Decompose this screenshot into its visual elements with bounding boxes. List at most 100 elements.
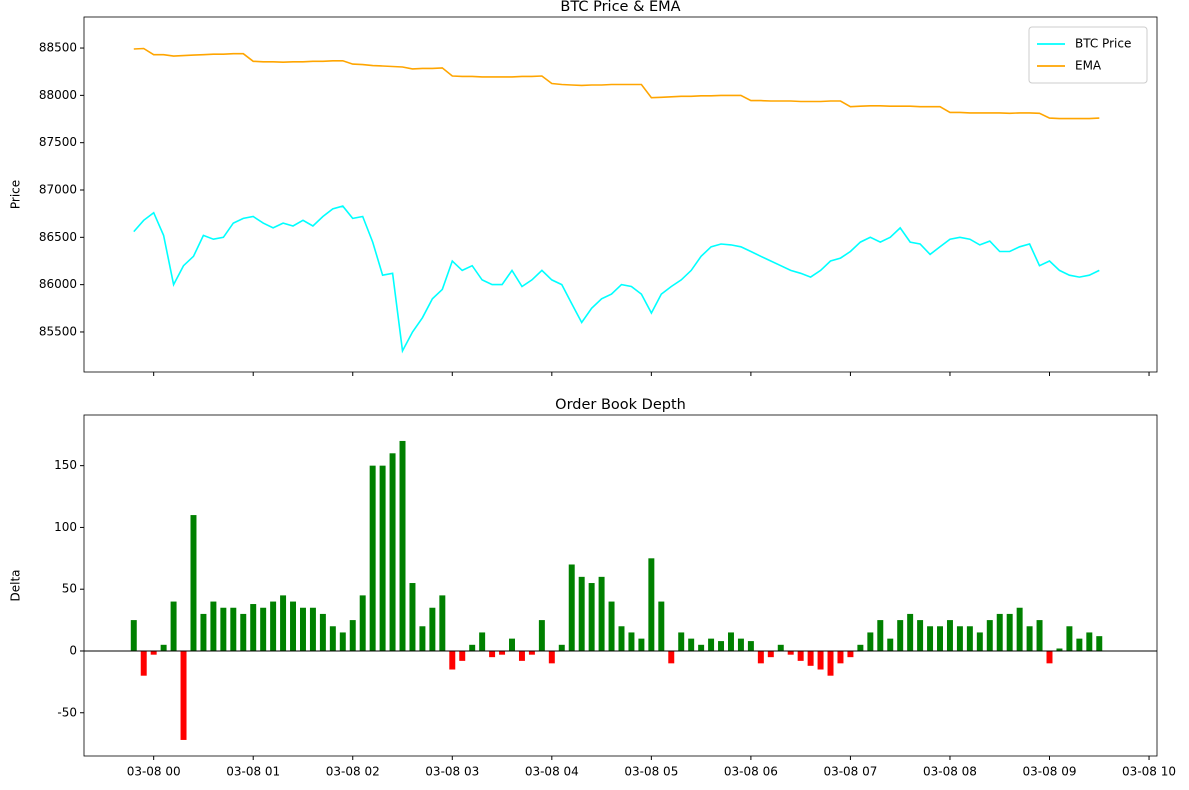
x-tick-label: 03-08 01 xyxy=(226,765,280,779)
bar xyxy=(678,632,685,651)
bar xyxy=(827,650,834,676)
bar xyxy=(479,632,486,651)
bar xyxy=(1046,650,1053,664)
bar xyxy=(1016,607,1023,651)
bar xyxy=(986,620,993,651)
y-axis-label: Price xyxy=(9,180,23,209)
line-series xyxy=(133,47,1100,120)
chart-title: Order Book Depth xyxy=(555,397,686,413)
bar xyxy=(339,632,346,651)
bar xyxy=(867,632,874,651)
bar xyxy=(857,644,864,651)
bar xyxy=(150,650,157,655)
bar xyxy=(369,465,376,651)
y-tick-label: 85500 xyxy=(39,324,77,338)
bar xyxy=(439,595,446,651)
bar xyxy=(140,650,147,676)
y-tick-label: 86000 xyxy=(39,277,77,291)
bar xyxy=(558,644,565,651)
bar xyxy=(220,607,227,651)
bar xyxy=(907,613,914,651)
y-tick-label: 88500 xyxy=(39,41,77,55)
bar xyxy=(518,650,525,661)
bar xyxy=(290,601,297,651)
bar xyxy=(1086,632,1093,651)
bar xyxy=(638,638,645,651)
axes-frame xyxy=(83,414,1158,757)
x-tick-label: 03-08 08 xyxy=(923,765,977,779)
x-tick-label: 03-08 05 xyxy=(624,765,678,779)
y-tick-label: 88000 xyxy=(39,88,77,102)
bar xyxy=(718,641,725,651)
bar xyxy=(578,576,585,651)
bar xyxy=(956,626,963,651)
bar xyxy=(349,620,356,651)
bar xyxy=(170,601,177,651)
bar xyxy=(797,650,804,661)
bar xyxy=(190,515,197,651)
bar xyxy=(180,650,187,740)
bar xyxy=(240,613,247,651)
bar xyxy=(270,601,277,651)
bar xyxy=(747,641,754,651)
bar xyxy=(648,558,655,651)
bar xyxy=(897,620,904,651)
bar xyxy=(618,626,625,651)
bar xyxy=(130,620,137,651)
y-tick-label: 87500 xyxy=(39,135,77,149)
bar xyxy=(698,644,705,651)
bar xyxy=(628,632,635,651)
bar xyxy=(767,650,774,658)
bar xyxy=(528,650,535,655)
bar xyxy=(469,644,476,651)
bar xyxy=(260,607,267,651)
x-tick-label: 03-08 10 xyxy=(1122,765,1176,779)
bar xyxy=(966,626,973,651)
bar xyxy=(887,638,894,651)
bar xyxy=(1026,626,1033,651)
bar xyxy=(419,626,426,651)
bar xyxy=(658,601,665,651)
legend-label: EMA xyxy=(1075,59,1102,73)
bar xyxy=(757,650,764,664)
line-series xyxy=(133,205,1100,354)
bar xyxy=(1006,613,1013,651)
bar xyxy=(568,564,575,651)
bar xyxy=(489,650,496,658)
y-tick-label: 86500 xyxy=(39,230,77,244)
bar xyxy=(250,604,257,651)
bar xyxy=(429,607,436,651)
x-tick-label: 03-08 00 xyxy=(127,765,181,779)
bar xyxy=(937,626,943,651)
bar xyxy=(509,638,515,651)
bar xyxy=(976,632,983,651)
bar xyxy=(688,638,695,651)
bar xyxy=(359,595,366,651)
legend-box xyxy=(1028,26,1148,84)
bar xyxy=(588,583,595,651)
y-tick-label: 50 xyxy=(62,582,77,596)
bar xyxy=(737,638,744,651)
bar xyxy=(1056,648,1063,651)
x-tick-label: 03-08 04 xyxy=(525,765,579,779)
bar xyxy=(1066,626,1073,651)
bar xyxy=(399,440,406,651)
bar xyxy=(727,632,734,651)
x-tick-label: 03-08 07 xyxy=(823,765,877,779)
bar xyxy=(817,650,824,670)
bar xyxy=(449,650,456,670)
bar xyxy=(787,650,794,655)
bar xyxy=(409,583,416,651)
y-axis-label: Delta xyxy=(9,569,23,601)
y-tick-label: 100 xyxy=(54,520,77,534)
bar xyxy=(777,644,784,651)
x-tick-label: 03-08 02 xyxy=(326,765,380,779)
bar xyxy=(927,626,934,651)
bar xyxy=(1076,638,1083,651)
bar xyxy=(389,453,396,651)
bar xyxy=(319,613,326,651)
bar xyxy=(598,576,605,651)
bar xyxy=(548,650,555,664)
